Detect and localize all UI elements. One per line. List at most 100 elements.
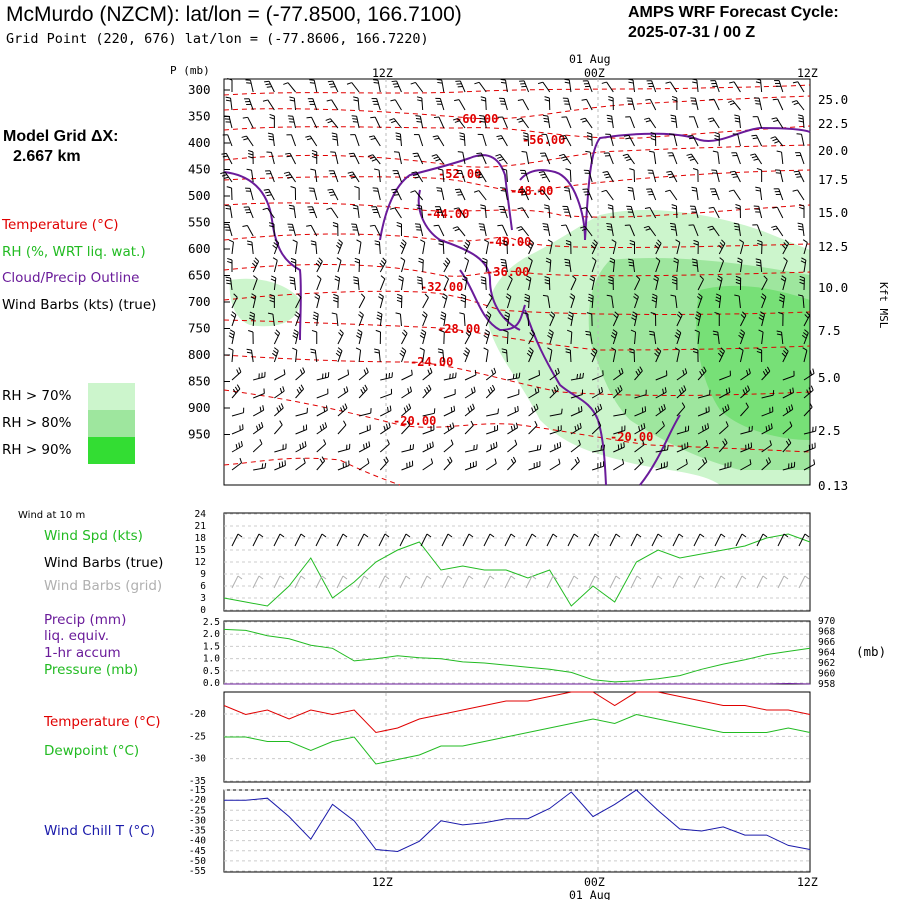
wind-barb xyxy=(370,116,381,129)
wind-barb xyxy=(689,205,699,219)
wind-barb xyxy=(358,408,372,417)
wind-barb xyxy=(438,240,445,255)
wind-barb xyxy=(589,275,596,291)
wind-barb xyxy=(353,276,360,291)
wind-barb xyxy=(356,329,363,345)
wind-barb xyxy=(486,441,498,453)
temp-tick--35: -35 xyxy=(189,776,206,787)
wind-barb xyxy=(665,189,678,201)
wind-barb xyxy=(697,389,711,399)
wind-barb xyxy=(432,135,445,147)
wind-barb xyxy=(356,239,362,255)
wind-barb xyxy=(500,78,508,93)
wind-barb xyxy=(312,311,319,327)
wind-barb xyxy=(337,420,347,435)
rh80-swatch xyxy=(88,410,135,437)
wind-barb xyxy=(562,205,572,219)
wind-barb xyxy=(668,133,678,147)
wind-barb xyxy=(231,367,242,381)
kft-msl-label: Kft MSL xyxy=(877,282,890,329)
chill-tick--35: -35 xyxy=(189,826,206,837)
wind-barb xyxy=(396,293,403,309)
wind-barb xyxy=(507,422,519,435)
wind-barb xyxy=(220,171,233,183)
wind-barb xyxy=(228,329,235,345)
wind-barb xyxy=(265,170,275,183)
temp-label-36: -36.00 xyxy=(486,265,529,279)
wind-barb xyxy=(311,329,318,344)
wind-barb-true xyxy=(441,533,453,547)
wind-barb xyxy=(391,80,402,93)
wind-barb xyxy=(697,457,708,471)
wind-barb xyxy=(485,367,497,381)
wind-barb xyxy=(483,239,490,255)
wind-barb xyxy=(464,369,477,381)
wind-barb xyxy=(528,329,536,345)
temp-label-24: -24.00 xyxy=(410,355,453,369)
wind-barb xyxy=(374,348,381,363)
wind-barb xyxy=(292,329,299,345)
wind-barb xyxy=(414,223,424,237)
windchill-line xyxy=(224,789,811,853)
wind-barb xyxy=(516,226,529,237)
wind-barb xyxy=(416,276,424,291)
wind-barb xyxy=(454,188,466,201)
wind-barb xyxy=(654,347,662,363)
wind-barb xyxy=(353,96,360,111)
wind-barb xyxy=(758,311,766,327)
wind-barb xyxy=(476,152,487,165)
precip-tick-1.0: 1.0 xyxy=(203,654,220,665)
wind-barb xyxy=(286,134,297,147)
chill-tick--30: -30 xyxy=(189,815,206,826)
wind-barb xyxy=(283,171,296,183)
wind-barb xyxy=(650,132,657,147)
wind-barb xyxy=(674,329,682,345)
wind-barb xyxy=(437,168,445,183)
pressure-tick-600: 600 xyxy=(188,241,211,256)
wind-barb xyxy=(778,293,785,309)
time-gridlines xyxy=(385,79,599,872)
wind-barb xyxy=(591,461,605,471)
wind-barb xyxy=(627,186,636,201)
wind-barb xyxy=(712,150,720,165)
wind-barb xyxy=(314,293,321,309)
wind-barb-true xyxy=(609,533,621,547)
wind-barb xyxy=(696,293,703,309)
wind-barb xyxy=(607,204,614,219)
wind-barb xyxy=(506,275,513,291)
wind-barb xyxy=(582,80,593,93)
legend-cloud-outline: Cloud/Precip Outline xyxy=(2,270,140,286)
wind-barb xyxy=(496,135,508,147)
wind-barb xyxy=(415,115,424,129)
wind-barb xyxy=(623,134,635,147)
wind-barb xyxy=(528,403,539,417)
wind-barb xyxy=(464,329,472,345)
wind-barb xyxy=(781,239,790,255)
wind-barb xyxy=(459,312,466,327)
height-tick-0.13: 0.13 xyxy=(818,478,848,493)
wind-barb xyxy=(440,311,447,327)
wind-barb-true xyxy=(483,533,495,547)
wind-barb xyxy=(358,293,366,309)
wind-barb xyxy=(549,425,562,435)
wind-barb xyxy=(673,257,679,273)
wind-barb-grid xyxy=(735,575,747,589)
wind-barb xyxy=(295,384,305,399)
wind-barb xyxy=(337,403,348,417)
wind-barb xyxy=(567,311,574,327)
wind-barb xyxy=(802,239,808,255)
wind-barb xyxy=(752,116,763,129)
wind-barb xyxy=(480,204,487,219)
wind-barb xyxy=(675,239,681,255)
wind-barb xyxy=(310,168,318,183)
wind-barb-grid xyxy=(588,575,600,589)
chill-tick--25: -25 xyxy=(189,805,206,816)
wind-barb xyxy=(422,408,436,417)
wind-barb xyxy=(601,81,614,93)
wind-barb xyxy=(676,459,688,471)
wind-barb-grid xyxy=(693,575,705,589)
wind-barb xyxy=(390,99,402,111)
wind-barb xyxy=(634,275,641,291)
wind-barb xyxy=(634,456,644,471)
pressure-unit-label: (mb) xyxy=(856,644,886,659)
